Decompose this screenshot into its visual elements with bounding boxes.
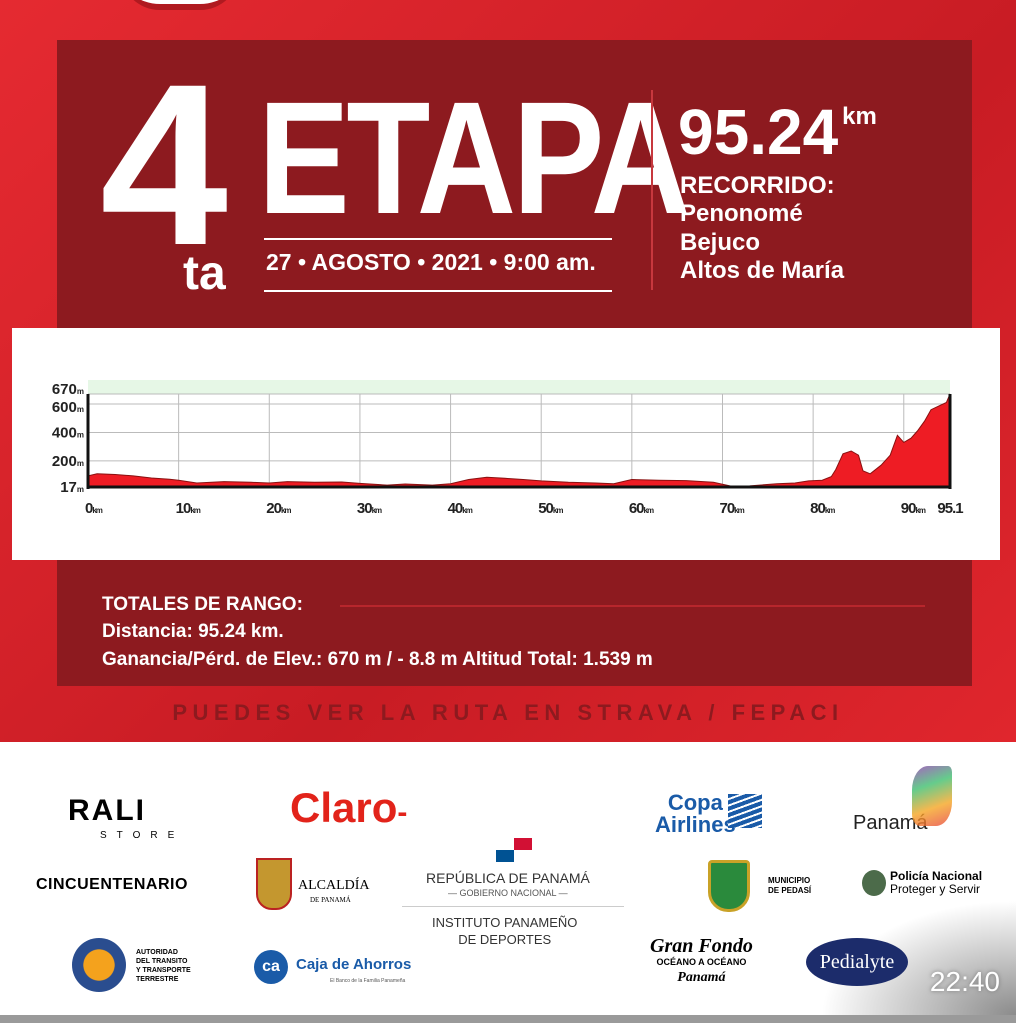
stage-number: 4 xyxy=(100,36,228,293)
caja-sub: El Banco de la Familia Panameña xyxy=(330,978,406,984)
divider xyxy=(264,238,612,240)
x-tick-label: 70km xyxy=(719,500,744,517)
granfondo-text: OCÉANO A OCÉANO xyxy=(656,957,747,967)
x-tick-label: 0km xyxy=(85,500,103,517)
y-tick-label: 670m xyxy=(52,381,84,398)
caja-icon: ca xyxy=(254,950,288,984)
granfondo-logo: Gran Fondo OCÉANO A OCÉANO Panamá xyxy=(650,935,753,986)
x-tick-label: 50km xyxy=(538,500,563,517)
y-tick-label: 17m xyxy=(60,479,84,496)
divider xyxy=(402,906,624,907)
granfondo-text: Panamá xyxy=(677,970,726,985)
x-tick-label: 30km xyxy=(357,500,382,517)
att-text: TERRESTRE xyxy=(136,976,179,983)
x-tick-label: 90km xyxy=(901,500,926,517)
alcaldia-sub: DE PANAMÁ xyxy=(310,896,351,904)
instituto-text: DE DEPORTES xyxy=(458,932,552,947)
policia-badge-icon xyxy=(862,870,886,896)
stage-date: 27 • AGOSTO • 2021 • 9:00 am. xyxy=(266,249,596,275)
route-stop: Penonomé xyxy=(680,200,803,227)
elevation-chart-box xyxy=(12,328,1000,560)
copa-text: Copa xyxy=(667,790,723,815)
stage-suffix: ta xyxy=(180,250,229,298)
totals-distance: Distancia: 95.24 km. xyxy=(102,621,284,642)
att-logo: AUTORIDAD DEL TRANSITO Y TRANSPORTE TERREST… xyxy=(136,948,191,984)
claro-text: Claro xyxy=(290,784,398,831)
panama-tourism-icon xyxy=(912,766,952,826)
y-tick-label: 400m xyxy=(52,424,84,441)
copa-icon xyxy=(728,794,762,828)
pedialyte-logo: Pedialyte xyxy=(806,938,908,986)
route-stop: Bejuco xyxy=(680,229,761,256)
x-tick-label: 40km xyxy=(448,500,473,517)
alcaldia-shield-icon xyxy=(256,858,292,910)
x-tick-label: 10km xyxy=(176,500,201,517)
totals-elevation: Ganancia/Pérd. de Elev.: 670 m / - 8.8 m… xyxy=(102,649,653,670)
totals-line xyxy=(340,605,925,607)
panama-tourism-logo: Panamá xyxy=(853,812,928,834)
alcaldia-logo: ALCALDÍA xyxy=(298,878,370,893)
x-tick-label: 95.1 xyxy=(937,500,963,517)
logo-fragment xyxy=(120,0,240,10)
elevation-area xyxy=(87,393,951,488)
copa-text: Airlines xyxy=(655,812,736,837)
footer-bar xyxy=(0,1015,1016,1023)
distance-value: 95.24 xyxy=(678,96,839,168)
vertical-divider xyxy=(651,90,653,290)
pedasi-text: DE PEDASÍ xyxy=(768,886,812,895)
stage-word: ETAPA xyxy=(258,68,690,247)
distance-unit: km xyxy=(842,103,877,130)
policia-text: Proteger y Servir xyxy=(890,882,981,896)
x-tick-label: 80km xyxy=(810,500,835,517)
pedasi-text: MUNICIPIO xyxy=(768,876,811,885)
panama-flag-icon xyxy=(496,838,532,862)
y-tick-label: 200m xyxy=(52,453,84,470)
copa-logo: Copa Airlines xyxy=(655,792,736,836)
strava-banner: PUEDES VER LA RUTA EN STRAVA / FEPACI xyxy=(172,700,844,725)
instituto-logo: INSTITUTO PANAMEÑO DE DEPORTES xyxy=(432,914,577,948)
caja-logo: Caja de Ahorros xyxy=(296,956,412,973)
att-text: Y TRANSPORTE xyxy=(136,967,191,974)
att-seal-icon xyxy=(72,938,126,992)
cincuentenario-logo: CINCUENTENARIO xyxy=(36,876,188,893)
video-timestamp: 22:40 xyxy=(929,966,1000,997)
stage-distance: 95.24 km xyxy=(678,95,877,169)
rali-sub: STORE xyxy=(100,830,185,841)
instituto-text: INSTITUTO PANAMEÑO xyxy=(432,915,578,930)
att-text: DEL TRANSITO xyxy=(136,958,188,965)
divider xyxy=(264,290,612,292)
totals-title: TOTALES DE RANGO: xyxy=(102,594,303,615)
y-tick-label: 600m xyxy=(52,399,84,416)
claro-logo: Claro- xyxy=(290,784,407,832)
rali-logo: RALI xyxy=(68,794,146,827)
x-tick-label: 60km xyxy=(629,500,654,517)
policia-logo: Policía Nacional Proteger y Servir xyxy=(890,870,982,896)
granfondo-text: Gran Fondo xyxy=(650,935,753,957)
gobierno-text: — GOBIERNO NACIONAL — xyxy=(448,888,568,898)
att-text: AUTORIDAD xyxy=(136,949,178,956)
route-stop: Altos de María xyxy=(680,257,845,284)
max-band xyxy=(88,380,950,394)
policia-text: Policía Nacional xyxy=(890,869,983,883)
route-label: RECORRIDO: xyxy=(680,172,835,199)
claro-rays-icon: - xyxy=(397,796,408,829)
sponsors-area: RALI STORE Claro- Copa Airlines Panamá CI… xyxy=(0,742,1016,1015)
republica-text: REPÚBLICA DE PANAMÁ xyxy=(426,870,590,886)
pedasi-logo: MUNICIPIO DE PEDASÍ xyxy=(768,876,811,896)
pedasi-shield-icon xyxy=(708,860,750,912)
x-tick-label: 20km xyxy=(266,500,291,517)
